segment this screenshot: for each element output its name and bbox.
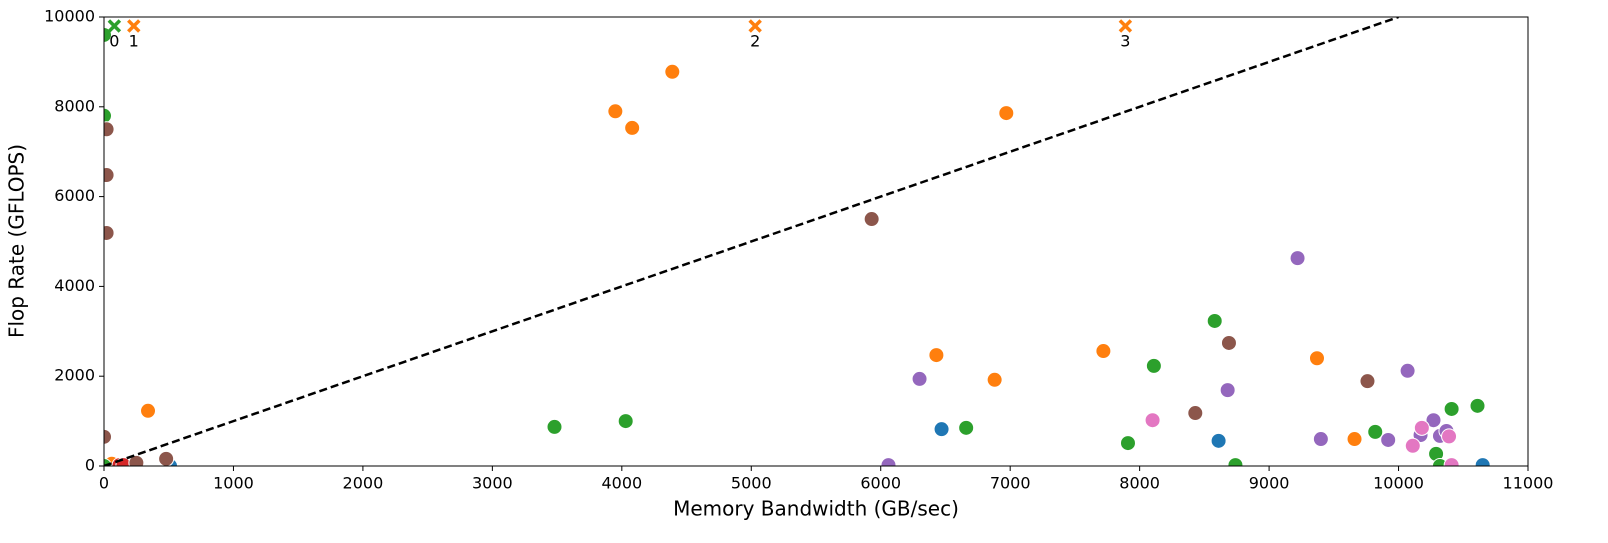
point-label: 2 <box>750 31 760 50</box>
x-tick-label: 10000 <box>1373 474 1424 493</box>
x-tick-label: 6000 <box>860 474 901 493</box>
point <box>998 105 1015 122</box>
point <box>986 371 1003 388</box>
point-label: 3 <box>1120 31 1130 50</box>
x-tick-label: 0 <box>99 474 109 493</box>
point <box>1206 312 1223 329</box>
point <box>128 454 145 466</box>
point <box>1359 373 1376 390</box>
point <box>928 347 945 364</box>
cross-marker <box>127 19 141 33</box>
point <box>1441 428 1458 445</box>
point <box>1346 431 1363 448</box>
point-label: 0 <box>109 31 119 50</box>
y-tick-label: 0 <box>85 456 95 475</box>
point <box>911 370 928 387</box>
point <box>1308 350 1325 367</box>
x-axis-label: Memory Bandwidth (GB/sec) <box>673 497 959 521</box>
point <box>1425 412 1442 429</box>
point <box>1289 250 1306 267</box>
y-tick-label: 4000 <box>54 276 95 295</box>
point <box>1404 437 1421 454</box>
y-tick-label: 6000 <box>54 186 95 205</box>
x-tick-label: 1000 <box>213 474 254 493</box>
plot-frame <box>103 16 1529 467</box>
y-tick-label: 10000 <box>44 7 95 26</box>
point <box>664 63 681 80</box>
point <box>1469 397 1486 414</box>
x-tick-label: 2000 <box>343 474 384 493</box>
point <box>1144 412 1161 429</box>
x-tick-label: 8000 <box>1119 474 1160 493</box>
cross-marker <box>1118 19 1133 33</box>
point <box>933 421 950 438</box>
point <box>104 107 112 124</box>
point <box>1380 431 1397 448</box>
x-tick-label: 4000 <box>601 474 642 493</box>
point <box>617 413 634 430</box>
point <box>546 418 563 435</box>
x-tick-label: 9000 <box>1249 474 1290 493</box>
x-tick-label: 5000 <box>731 474 772 493</box>
point <box>1312 431 1329 448</box>
point <box>1145 357 1162 374</box>
cross-marker <box>748 19 762 33</box>
point <box>104 167 115 184</box>
point <box>104 428 112 445</box>
y-tick-label: 8000 <box>54 96 95 115</box>
point <box>1210 432 1227 449</box>
reference-line <box>104 17 1399 466</box>
point <box>1095 343 1112 360</box>
point <box>1187 405 1204 422</box>
point <box>1219 382 1236 399</box>
x-tick-label: 7000 <box>990 474 1031 493</box>
cross-marker <box>107 19 122 33</box>
point <box>624 119 641 136</box>
point <box>1367 423 1384 440</box>
point <box>1220 334 1237 351</box>
point <box>863 211 880 228</box>
x-tick-label: 3000 <box>472 474 513 493</box>
point <box>104 224 115 241</box>
point <box>158 450 175 466</box>
point <box>140 402 157 419</box>
plot-area <box>104 17 1491 466</box>
point <box>1413 419 1430 436</box>
point-label: 1 <box>129 31 139 50</box>
point <box>1443 400 1460 417</box>
point <box>958 419 975 436</box>
point <box>1474 457 1491 466</box>
point <box>1443 457 1460 466</box>
point <box>607 103 624 120</box>
point <box>104 121 115 138</box>
y-tick-label: 2000 <box>54 366 95 385</box>
point <box>1227 457 1244 466</box>
point <box>1119 435 1136 452</box>
point <box>1399 362 1416 379</box>
x-tick-label: 11000 <box>1503 474 1554 493</box>
point <box>880 457 897 466</box>
y-axis-label: Flop Rate (GFLOPS) <box>5 144 29 338</box>
